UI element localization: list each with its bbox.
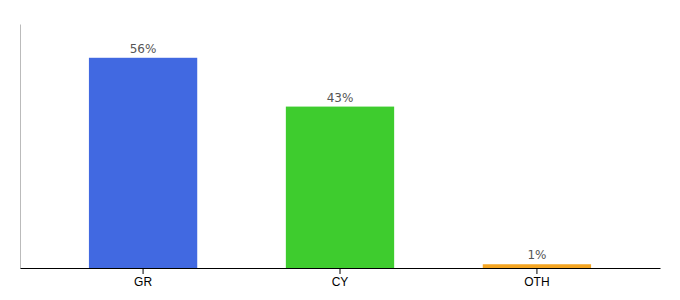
bar — [89, 58, 197, 268]
bars — [89, 58, 591, 268]
y-axis-line — [20, 25, 21, 269]
x-tick-mark — [143, 268, 144, 274]
data-label: 43% — [327, 91, 354, 105]
x-tick-label: CY — [332, 275, 349, 289]
data-label: 56% — [130, 42, 157, 56]
x-tick-label: OTH — [524, 275, 549, 289]
x-axis: GR CY OTH — [21, 268, 661, 289]
data-labels: 56% 43% 1% — [130, 42, 547, 262]
x-tick: OTH — [524, 268, 549, 289]
data-label: 1% — [527, 248, 546, 262]
bar — [483, 264, 591, 268]
y-axis — [20, 25, 21, 269]
bar — [286, 107, 394, 268]
chart: 56% 43% 1% GR CY OTH — [0, 0, 680, 300]
x-tick-mark — [536, 268, 537, 274]
x-tick: GR — [134, 268, 152, 289]
x-tick-mark — [340, 268, 341, 274]
plot: 56% 43% 1% GR CY OTH — [21, 25, 661, 289]
x-tick: CY — [332, 268, 349, 289]
x-tick-label: GR — [134, 275, 152, 289]
